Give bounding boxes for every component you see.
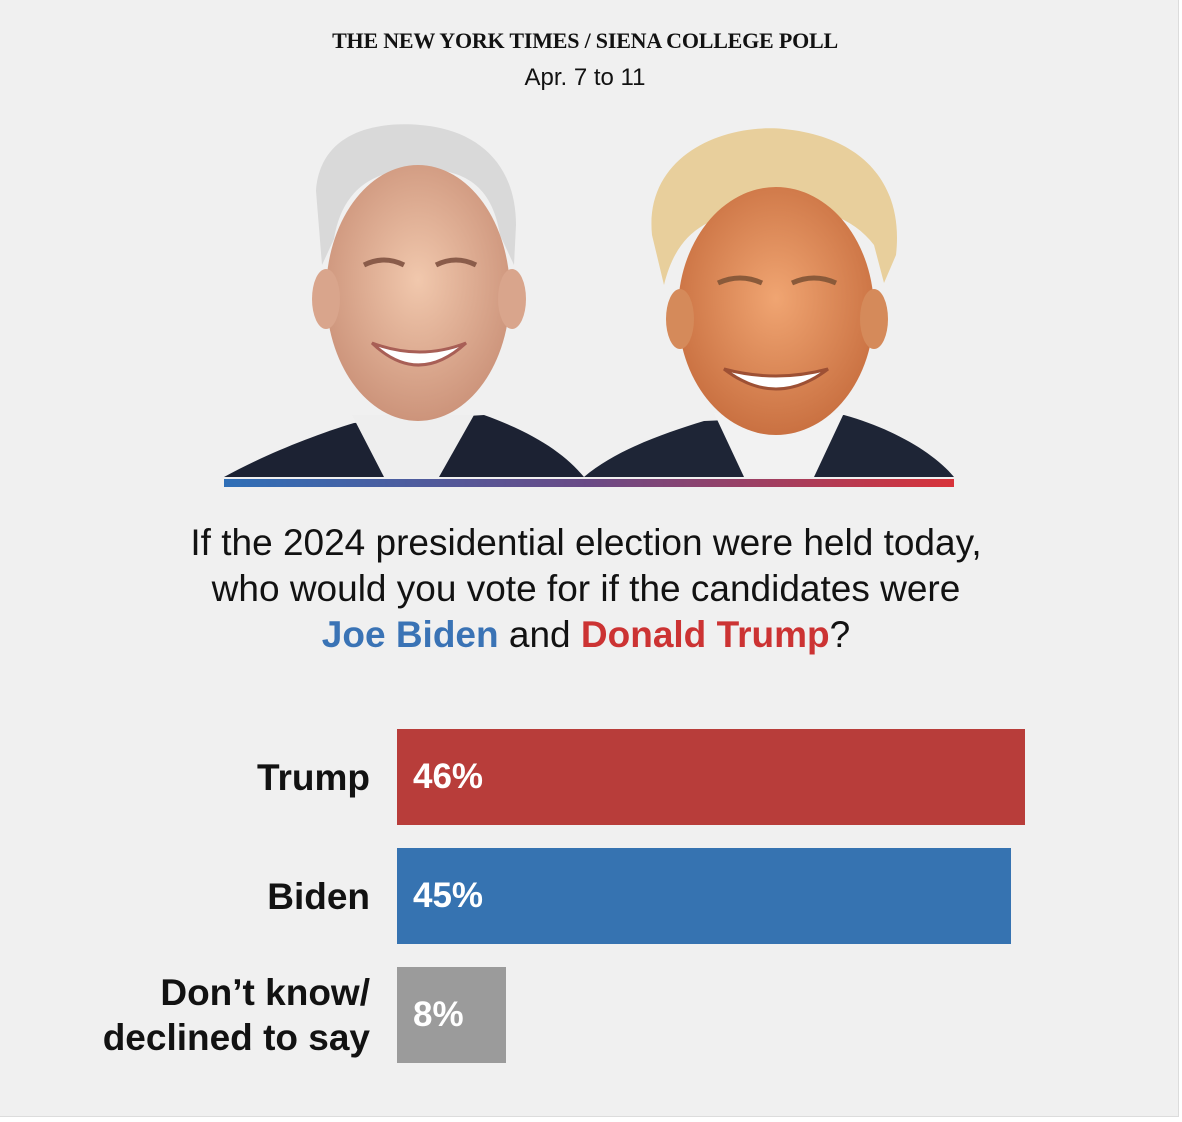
question-line-3: Joe Biden and Donald Trump? [0, 612, 1172, 658]
poll-source: THE NEW YORK TIMES / SIENA COLLEGE POLL [332, 28, 838, 53]
bar-trump: 46% [397, 729, 1025, 825]
bar-value-undecided: 8% [413, 995, 464, 1034]
trump-name: Donald Trump [580, 614, 830, 655]
bar-value-trump: 46% [413, 757, 484, 796]
question-line-1: If the 2024 presidential election were h… [190, 522, 982, 563]
question-end: ? [829, 614, 851, 655]
bar-label-trump: Trump [256, 756, 370, 798]
bar-label-biden: Biden [267, 875, 370, 917]
question-line-2: who would you vote for if the candidates… [211, 568, 961, 609]
poll-question: If the 2024 presidential election were h… [0, 520, 1172, 658]
poll-dates: Apr. 7 to 11 [524, 64, 646, 91]
bar-value-biden: 45% [413, 876, 484, 915]
biden-name: Joe Biden [321, 614, 499, 655]
color-divider [224, 479, 954, 487]
bar-biden: 45% [397, 848, 1011, 944]
candidates-photo [224, 124, 954, 487]
bar-label-undecided: Don’t know/declined to say [102, 972, 370, 1058]
bar-undecided: 8% [397, 967, 506, 1063]
biden-portrait [224, 124, 584, 477]
trump-portrait [584, 128, 954, 477]
question-connector: and [498, 614, 581, 655]
